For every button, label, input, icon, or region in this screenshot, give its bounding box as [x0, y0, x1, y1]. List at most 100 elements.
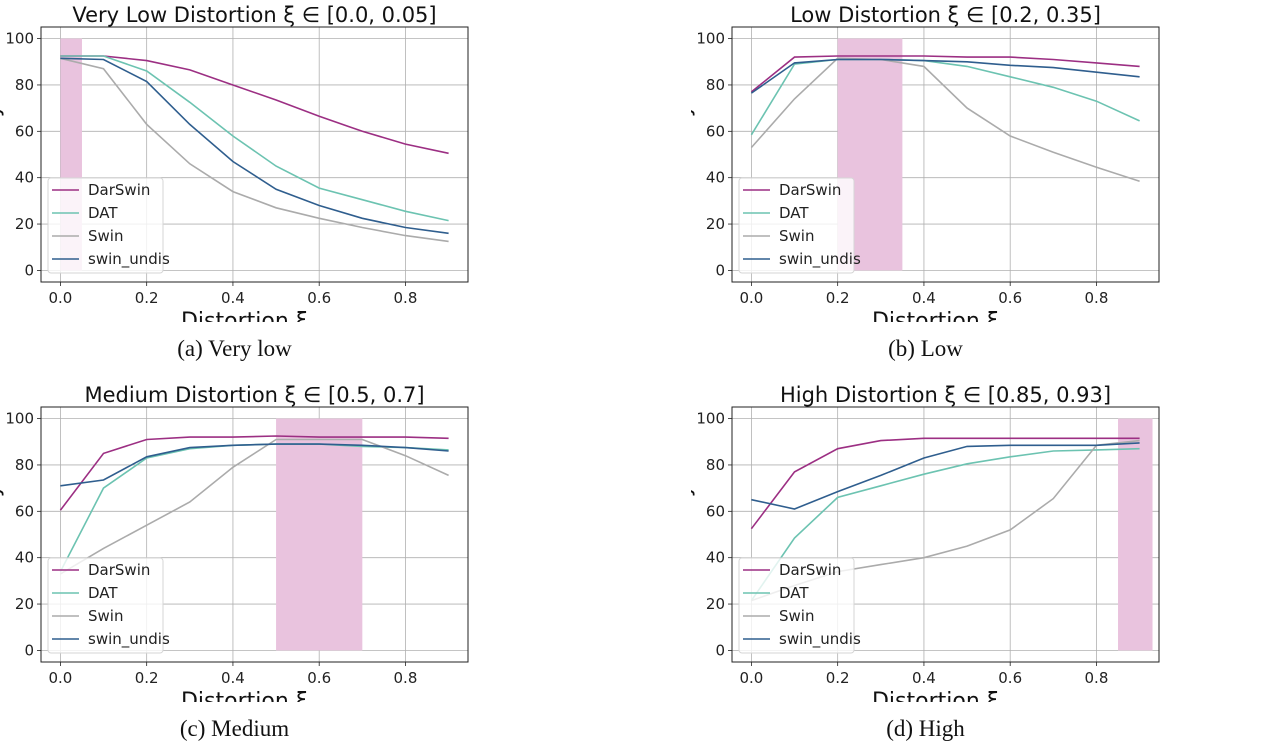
x-tick-label: 0.6: [998, 669, 1022, 687]
subfigure-caption: (b) Low: [888, 336, 963, 361]
y-tick-label: 80: [15, 76, 34, 94]
x-tick-label: 0.8: [394, 669, 418, 687]
x-axis-label: Distortion ξ: [872, 689, 999, 714]
y-tick-label: 100: [5, 30, 34, 48]
series-line-swin_undis: [60, 443, 449, 487]
x-tick-label: 0.4: [221, 669, 245, 687]
legend-label: DarSwin: [779, 181, 841, 199]
highlight-range: [276, 418, 363, 651]
series-line-Swin: [59, 438, 449, 575]
y-axis-label: Accuracy: [0, 104, 5, 204]
legend-box: [738, 557, 855, 654]
legend-box: [738, 177, 855, 274]
x-axis-label: Distortion ξ: [872, 309, 999, 334]
y-axis-label: Accuracy: [671, 104, 696, 204]
x-tick-label: 0.0: [739, 289, 763, 307]
axes-frame: [731, 406, 1160, 663]
y-tick-label: 40: [15, 549, 34, 567]
y-tick-label: 0: [715, 261, 725, 279]
y-tick-label: 80: [706, 456, 725, 474]
y-tick-label: 20: [706, 215, 725, 233]
y-tick-label: 60: [706, 502, 725, 520]
legend-label: DarSwin: [779, 561, 841, 579]
y-tick-label: 0: [24, 261, 34, 279]
axes-frame: [40, 406, 469, 663]
y-tick-label: 40: [15, 169, 34, 187]
subplot-2: Medium Distortion ξ ∈ [0.5, 0.7] 0.0 0.2 0.…: [0, 383, 469, 714]
series-line-swin_undis: [751, 442, 1140, 510]
x-tick-label: 0.8: [1085, 669, 1109, 687]
legend-label: Swin: [779, 607, 814, 625]
y-axis-label: Accuracy: [0, 484, 5, 584]
y-tick-label: 0: [24, 641, 34, 659]
y-tick-label: 0: [715, 641, 725, 659]
x-tick-label: 0.0: [48, 669, 72, 687]
legend-label: Swin: [779, 227, 814, 245]
x-tick-label: 0.6: [998, 289, 1022, 307]
legend-label: Swin: [88, 607, 123, 625]
x-tick-label: 0.8: [394, 289, 418, 307]
x-axis-label: Distortion ξ: [181, 309, 308, 334]
y-tick-label: 20: [15, 215, 34, 233]
series-line-swin_undis: [750, 58, 1140, 94]
legend-label: DarSwin: [88, 181, 150, 199]
legend-label: DAT: [88, 584, 118, 602]
y-tick-label: 100: [696, 410, 725, 428]
series-line-swin_undis: [60, 57, 449, 235]
y-tick-label: 100: [5, 410, 34, 428]
subfigure-caption: (d) High: [886, 716, 965, 741]
legend-label: DAT: [88, 204, 118, 222]
x-tick-label: 0.6: [307, 669, 331, 687]
legend-label: swin_undis: [88, 250, 170, 269]
legend-label: swin_undis: [779, 250, 861, 269]
x-tick-label: 0.2: [826, 669, 850, 687]
legend-box: [47, 557, 164, 654]
x-tick-label: 0.0: [48, 289, 72, 307]
highlight-range: [1118, 418, 1153, 651]
y-axis-label: Accuracy: [671, 484, 696, 584]
axes-frame: [731, 26, 1160, 283]
x-tick-label: 0.4: [912, 289, 936, 307]
x-tick-label: 0.0: [739, 669, 763, 687]
y-tick-label: 100: [696, 30, 725, 48]
series-line-DAT: [59, 443, 449, 572]
legend-label: DarSwin: [88, 561, 150, 579]
legend-label: swin_undis: [779, 630, 861, 649]
legend-label: DAT: [779, 204, 809, 222]
subplot-3: High Distortion ξ ∈ [0.85, 0.93] 0.0 0.2 0.…: [671, 383, 1160, 714]
series-line-DAT: [60, 55, 449, 222]
series-line-Swin: [60, 57, 449, 243]
x-tick-label: 0.8: [1085, 289, 1109, 307]
series-line-DarSwin: [750, 55, 1140, 93]
y-tick-label: 60: [15, 122, 34, 140]
y-tick-label: 20: [15, 595, 34, 613]
y-tick-label: 20: [706, 595, 725, 613]
subfigure-caption: (c) Medium: [180, 716, 289, 741]
y-tick-label: 80: [706, 76, 725, 94]
subfigure-caption: (a) Very low: [177, 336, 292, 361]
legend-label: Swin: [88, 227, 123, 245]
chart-title: High Distortion ξ ∈ [0.85, 0.93]: [780, 383, 1111, 407]
x-tick-label: 0.4: [221, 289, 245, 307]
axes-frame: [40, 26, 469, 283]
y-tick-label: 40: [706, 549, 725, 567]
x-axis-label: Distortion ξ: [181, 689, 308, 714]
legend-label: DAT: [779, 584, 809, 602]
legend-label: swin_undis: [88, 630, 170, 649]
chart-title: Very Low Distortion ξ ∈ [0.0, 0.05]: [72, 3, 436, 27]
series-line-DarSwin: [750, 437, 1140, 530]
y-tick-label: 80: [15, 456, 34, 474]
subplot-0: Very Low Distortion ξ ∈ [0.0, 0.05] 0.0 0.…: [0, 3, 469, 334]
subplot-1: Low Distortion ξ ∈ [0.2, 0.35] 0.0 0.2 0.4 0…: [671, 3, 1160, 334]
chart-title: Low Distortion ξ ∈ [0.2, 0.35]: [790, 3, 1101, 27]
x-tick-label: 0.2: [135, 289, 159, 307]
legend-box: [47, 177, 164, 274]
x-tick-label: 0.6: [307, 289, 331, 307]
series-line-Swin: [750, 57, 1140, 182]
x-tick-label: 0.4: [912, 669, 936, 687]
x-tick-label: 0.2: [826, 289, 850, 307]
y-tick-label: 60: [15, 502, 34, 520]
x-tick-label: 0.2: [135, 669, 159, 687]
chart-title: Medium Distortion ξ ∈ [0.5, 0.7]: [84, 383, 424, 407]
